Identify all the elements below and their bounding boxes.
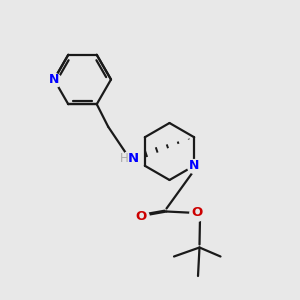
- Text: N: N: [49, 73, 59, 86]
- Text: O: O: [191, 206, 202, 220]
- Text: H: H: [120, 152, 129, 166]
- Text: N: N: [128, 152, 139, 166]
- Text: N: N: [189, 159, 200, 172]
- Text: O: O: [135, 209, 147, 223]
